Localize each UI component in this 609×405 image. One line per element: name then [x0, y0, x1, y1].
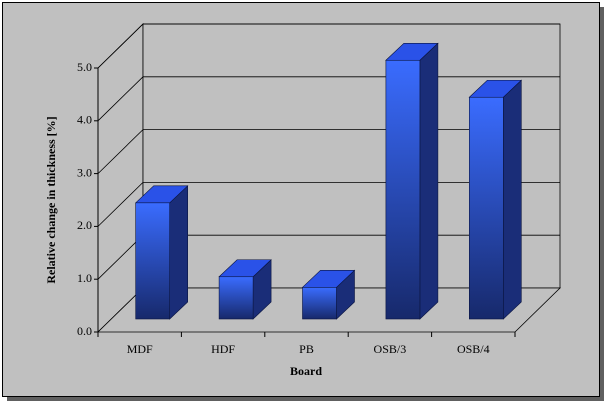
x-axis-label: Board [290, 364, 322, 378]
y-tick-label: 0.0 [77, 324, 92, 338]
y-axis-label: Relative change in thickness [%] [44, 116, 58, 283]
bar-side [169, 185, 188, 320]
y-tick-label: 4.0 [77, 113, 92, 127]
x-tick-label: OSB/4 [457, 342, 490, 356]
bar-side [502, 79, 522, 320]
bar [385, 59, 421, 320]
bar [218, 276, 254, 320]
y-tick-label: 3.0 [77, 165, 92, 179]
x-tick-label: HDF [211, 342, 235, 356]
x-tick-label: PB [299, 342, 314, 356]
x-tick-label: OSB/3 [374, 342, 407, 356]
y-tick-label: 1.0 [77, 271, 92, 285]
y-tick-label: 2.0 [77, 218, 92, 232]
x-tick-label: MDF [127, 342, 153, 356]
bar [468, 96, 504, 320]
bar-side [419, 42, 439, 320]
y-tick-label: 5.0 [77, 60, 92, 74]
grid-line [97, 23, 560, 69]
bar [302, 287, 337, 320]
bar [135, 202, 170, 320]
